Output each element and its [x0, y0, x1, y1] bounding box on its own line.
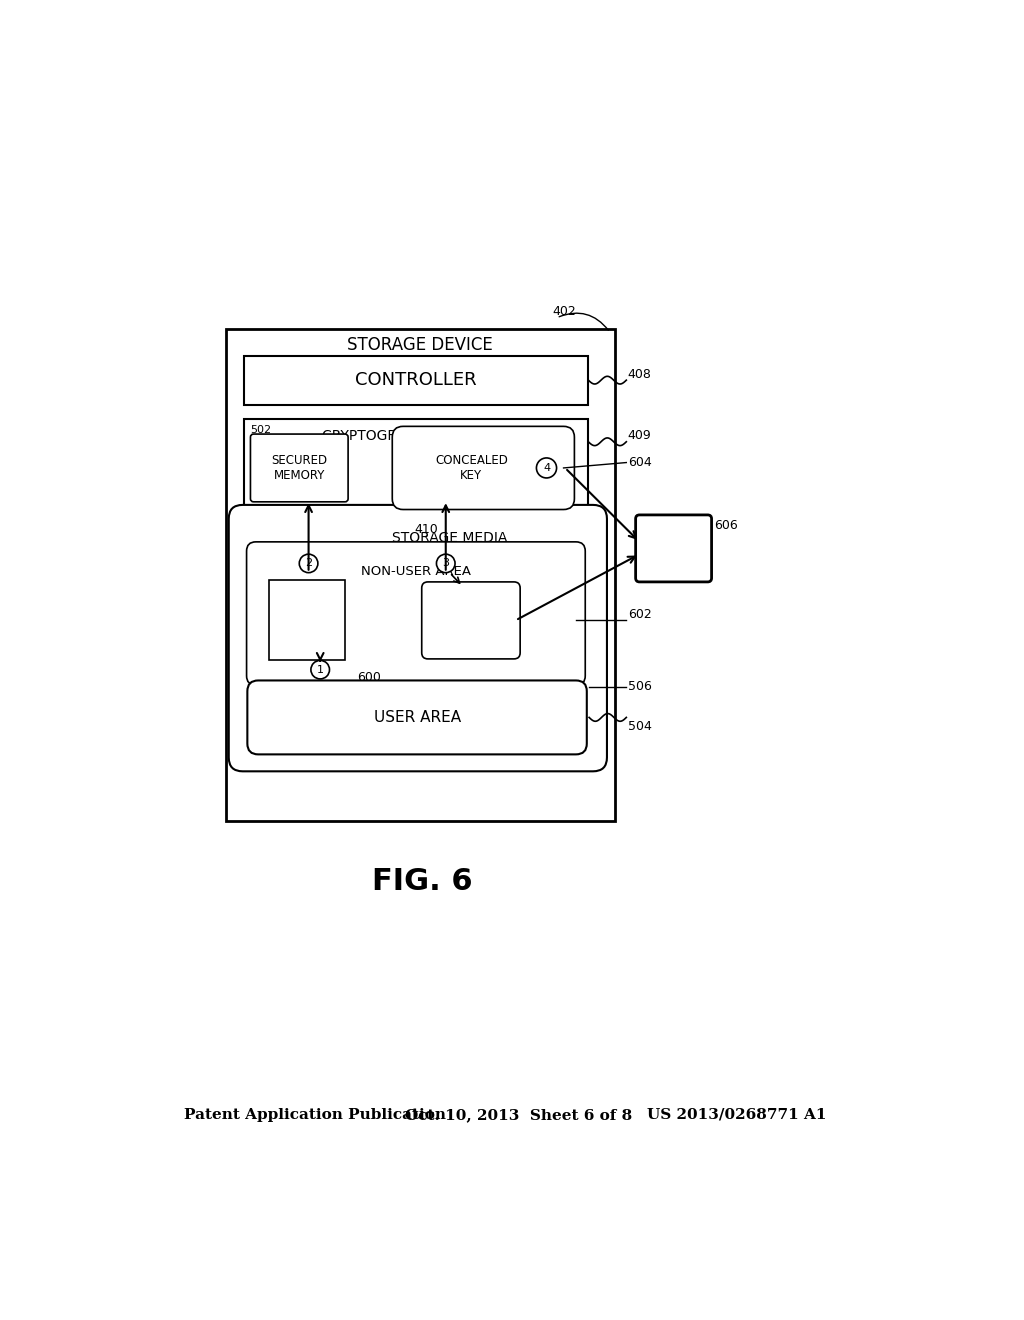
Circle shape: [311, 660, 330, 678]
Text: 2: 2: [305, 558, 312, 569]
Text: FIG. 6: FIG. 6: [372, 867, 473, 896]
Text: 502: 502: [251, 425, 271, 434]
Text: 402: 402: [553, 305, 577, 318]
FancyBboxPatch shape: [248, 681, 587, 755]
Text: 409: 409: [628, 429, 651, 442]
Text: CRYPTOGRAPHIC MODULE: CRYPTOGRAPHIC MODULE: [322, 429, 503, 444]
FancyBboxPatch shape: [422, 582, 520, 659]
Text: Patent Application Publication: Patent Application Publication: [183, 1107, 445, 1122]
Text: 4: 4: [543, 463, 550, 473]
Text: 600: 600: [356, 671, 381, 684]
Text: UNIQUE
ID: UNIQUE ID: [447, 606, 494, 635]
Text: 504: 504: [628, 721, 651, 733]
Text: USER AREA: USER AREA: [374, 710, 461, 725]
Text: NON-USER AREA: NON-USER AREA: [360, 565, 470, 578]
Text: STORAGE MEDIA: STORAGE MEDIA: [391, 531, 507, 545]
Text: 410: 410: [415, 523, 438, 536]
Bar: [226, 330, 614, 821]
FancyBboxPatch shape: [636, 515, 712, 582]
Text: BINDING
KEY: BINDING KEY: [642, 535, 706, 562]
Text: STORAGE DEVICE: STORAGE DEVICE: [347, 335, 493, 354]
Text: 606: 606: [714, 519, 737, 532]
Bar: [269, 581, 345, 660]
Text: DETECT
LIST: DETECT LIST: [284, 606, 331, 635]
Text: 604: 604: [628, 455, 651, 469]
FancyBboxPatch shape: [247, 543, 586, 685]
Circle shape: [436, 554, 455, 573]
Text: US 2013/0268771 A1: US 2013/0268771 A1: [647, 1107, 826, 1122]
FancyBboxPatch shape: [251, 434, 348, 502]
Text: Oct. 10, 2013  Sheet 6 of 8: Oct. 10, 2013 Sheet 6 of 8: [406, 1107, 633, 1122]
Text: CONTROLLER: CONTROLLER: [355, 371, 477, 389]
FancyBboxPatch shape: [392, 426, 574, 510]
Text: CONCEALED
KEY: CONCEALED KEY: [435, 454, 508, 482]
Bar: [245, 418, 589, 507]
Text: 506: 506: [628, 680, 651, 693]
Text: 602: 602: [628, 607, 651, 620]
FancyBboxPatch shape: [228, 506, 607, 771]
Text: 3: 3: [442, 558, 450, 569]
Text: SECURED
MEMORY: SECURED MEMORY: [271, 454, 328, 482]
Circle shape: [299, 554, 317, 573]
Text: 1: 1: [316, 665, 324, 675]
Text: 408: 408: [628, 367, 651, 380]
Bar: [245, 355, 589, 405]
Circle shape: [537, 458, 557, 478]
